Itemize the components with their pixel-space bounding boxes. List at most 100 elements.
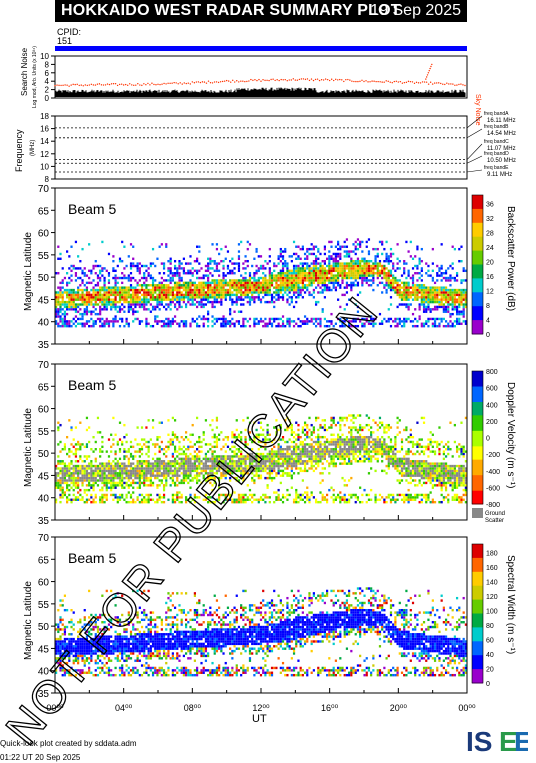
data-cell	[226, 291, 230, 294]
data-cell	[85, 488, 89, 492]
sky-noise-point	[448, 83, 450, 85]
data-cell	[147, 462, 150, 465]
data-cell	[129, 288, 133, 292]
data-cell	[253, 288, 256, 292]
data-cell	[204, 479, 208, 482]
data-cell	[121, 462, 124, 465]
data-cell	[398, 303, 401, 306]
frequency-ytick-label: 16	[40, 125, 49, 134]
data-cell	[403, 286, 406, 289]
data-cell	[422, 288, 426, 292]
data-cell	[68, 488, 71, 492]
data-cell	[354, 284, 357, 287]
data-cell	[240, 457, 243, 461]
data-cell	[242, 262, 245, 265]
data-cell	[182, 476, 185, 480]
data-cell	[198, 293, 201, 297]
data-cell	[323, 317, 326, 321]
data-cell	[103, 484, 106, 487]
data-cell	[224, 288, 227, 292]
frequency-band-name: freq bandD	[484, 151, 509, 157]
data-cell	[447, 303, 450, 306]
data-cell	[129, 496, 133, 499]
data-cell	[189, 464, 192, 468]
data-cell	[405, 317, 408, 321]
data-cell	[83, 472, 86, 475]
data-cell	[125, 322, 128, 325]
data-cell	[207, 479, 210, 482]
data-cell	[118, 462, 122, 465]
data-cell	[198, 474, 201, 477]
data-cell	[125, 481, 128, 485]
data-cell	[66, 305, 69, 309]
data-cell	[279, 281, 282, 285]
data-cell	[229, 272, 232, 275]
data-cell	[290, 255, 293, 258]
data-cell	[222, 279, 225, 282]
data-cell	[416, 279, 419, 282]
data-cell	[244, 317, 247, 321]
data-cell	[88, 281, 91, 285]
data-cell	[334, 288, 338, 292]
data-cell	[99, 305, 102, 309]
data-cell	[138, 291, 141, 294]
data-cell	[85, 322, 89, 325]
data-cell	[63, 324, 67, 328]
data-cell	[407, 317, 410, 321]
data-cell	[90, 324, 93, 328]
data-cell	[222, 267, 225, 270]
data-cell	[356, 247, 360, 251]
data-cell	[215, 426, 219, 429]
data-cell	[165, 474, 168, 477]
data-cell	[222, 315, 225, 318]
data-cell	[160, 300, 163, 304]
data-cell	[213, 279, 216, 282]
data-cell	[94, 291, 97, 294]
data-cell	[237, 288, 241, 292]
data-cell	[288, 288, 291, 292]
data-cell	[99, 472, 102, 475]
data-cell	[88, 455, 91, 458]
data-cell	[392, 262, 395, 265]
data-cell	[158, 300, 161, 304]
data-cell	[204, 281, 208, 285]
data-cell	[244, 324, 247, 328]
data-cell	[154, 464, 157, 468]
data-cell	[169, 469, 172, 473]
data-cell	[229, 312, 232, 316]
data-cell	[59, 315, 62, 318]
data-cell	[145, 452, 148, 456]
data-cell	[200, 276, 203, 280]
data-cell	[348, 272, 351, 275]
data-cell	[182, 464, 185, 468]
data-cell	[251, 296, 254, 299]
data-cell	[79, 455, 82, 458]
data-cell	[292, 281, 296, 285]
data-cell	[189, 433, 192, 436]
data-cell	[211, 467, 214, 470]
data-cell	[114, 464, 117, 468]
data-cell	[81, 298, 84, 301]
data-cell	[273, 274, 276, 277]
data-cell	[68, 484, 71, 487]
data-cell	[385, 267, 388, 270]
data-cell	[297, 296, 300, 299]
data-cell	[200, 440, 203, 444]
data-cell	[154, 264, 157, 268]
data-cell	[277, 293, 280, 297]
data-cell	[107, 464, 111, 468]
data-cell	[251, 460, 254, 463]
data-cell	[209, 469, 212, 473]
data-cell	[103, 308, 106, 311]
data-cell	[96, 293, 100, 297]
data-cell	[74, 274, 78, 277]
data-cell	[138, 284, 141, 287]
data-cell	[253, 464, 256, 468]
data-cell	[251, 496, 254, 499]
data-cell	[248, 438, 252, 441]
data-cell	[204, 469, 208, 473]
data-cell	[284, 291, 287, 294]
data-cell	[123, 293, 126, 297]
data-cell	[224, 324, 227, 328]
data-cell	[200, 317, 203, 321]
